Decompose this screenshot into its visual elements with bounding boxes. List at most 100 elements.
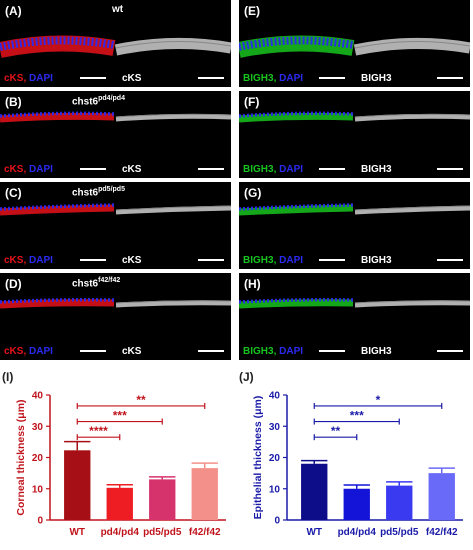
- significance-stars: ***: [113, 409, 127, 423]
- significance-bracket: [313, 402, 443, 409]
- scale-bar: [80, 77, 106, 79]
- x-tick-label: WT: [69, 527, 85, 538]
- panel-label: (H): [244, 277, 261, 291]
- y-tick-label: 30: [32, 422, 44, 433]
- gray-caption: cKS: [122, 73, 142, 84]
- stain-caption: cKS, DAPI: [4, 73, 53, 84]
- x-tick-label: f42/f42: [426, 527, 458, 538]
- y-tick-label: 0: [37, 516, 43, 527]
- error-bar: [428, 467, 455, 474]
- scale-bar: [437, 259, 463, 261]
- y-axis-label: Corneal thickness (μm): [15, 399, 27, 515]
- error-bar: [343, 484, 370, 489]
- panel-e: (E) BIGH3, DAPI BIGH3: [239, 0, 470, 87]
- panel-label: (D): [5, 277, 22, 291]
- stain-caption: cKS, DAPI: [4, 164, 53, 175]
- gray-caption: BIGH3: [361, 73, 392, 84]
- error-bar: [106, 483, 133, 488]
- bar-pd4/pd4: [343, 488, 370, 520]
- micrograph: [0, 298, 231, 309]
- panel-label: (B): [5, 95, 22, 109]
- x-tick-label: pd4/pd4: [338, 527, 377, 538]
- x-tick-label: pd5/pd5: [143, 527, 182, 538]
- stain-caption: BIGH3, DAPI: [243, 346, 304, 357]
- scale-bar: [80, 168, 106, 170]
- significance-stars: **: [136, 393, 146, 407]
- scale-bar: [319, 168, 345, 170]
- x-tick-label: pd5/pd5: [380, 527, 419, 538]
- chart-panel-label: (J): [239, 370, 254, 384]
- panel-c: (C) chst6pd5/pd5 cKS, DAPI cKS: [0, 182, 231, 269]
- gray-caption: cKS: [122, 164, 142, 175]
- gray-caption: cKS: [122, 346, 142, 357]
- bar-f42/f42: [191, 468, 218, 520]
- genotype-title: chst6pd4/pd4: [72, 95, 125, 108]
- stain-caption: BIGH3, DAPI: [243, 73, 304, 84]
- panel-label: (G): [244, 186, 262, 200]
- micrograph: [0, 35, 231, 58]
- scale-bar: [198, 77, 224, 79]
- panel-f: (F) BIGH3, DAPI BIGH3: [239, 91, 470, 178]
- gray-caption: BIGH3: [361, 164, 392, 175]
- x-tick-label: pd4/pd4: [101, 527, 140, 538]
- chart-corneal-thickness: (I) 0 10 20 30 40 Corneal thickness (μm) WT pd4/…: [2, 370, 226, 538]
- micrograph: [0, 203, 231, 216]
- stain-caption: cKS, DAPI: [4, 255, 53, 266]
- significance-bracket: [313, 418, 400, 425]
- error-bar: [64, 440, 91, 451]
- gray-caption: cKS: [122, 255, 142, 266]
- significance-stars: **: [331, 424, 341, 438]
- x-tick-label: f42/f42: [189, 527, 221, 538]
- panel-label: (A): [5, 4, 22, 18]
- error-bar: [191, 462, 218, 469]
- stain-caption: BIGH3, DAPI: [243, 255, 304, 266]
- genotype-title: chst6f42/f42: [72, 277, 121, 290]
- panel-b: (B) chst6pd4/pd4 cKS, DAPI cKS: [0, 91, 231, 178]
- y-tick-label: 10: [269, 484, 281, 495]
- bar-WT: [64, 450, 91, 520]
- bar-f42/f42: [428, 473, 455, 520]
- panel-label: (C): [5, 186, 22, 200]
- x-tick-label: WT: [306, 527, 322, 538]
- y-tick-label: 20: [269, 453, 281, 464]
- scale-bar: [437, 350, 463, 352]
- micrograph: [239, 203, 470, 216]
- scale-bar: [437, 168, 463, 170]
- significance-bracket: [313, 434, 358, 441]
- scale-bar: [80, 350, 106, 352]
- scale-bar: [437, 77, 463, 79]
- micrograph: [239, 35, 470, 58]
- chart-panel-label: (I): [2, 370, 13, 384]
- scale-bar: [198, 168, 224, 170]
- scale-bar: [80, 259, 106, 261]
- panel-d: (D) chst6f42/f42 cKS, DAPI cKS: [0, 273, 231, 360]
- y-axis-label: Epithelial thickness (μm): [252, 396, 264, 520]
- gray-caption: BIGH3: [361, 255, 392, 266]
- gray-caption: BIGH3: [361, 346, 392, 357]
- significance-bracket: [76, 434, 121, 441]
- chart-epithelial-thickness: (J) 0 10 20 30 40 Epithelial thickness (μm) WT p…: [239, 370, 463, 538]
- micrograph: [239, 111, 470, 123]
- error-bar: [386, 481, 413, 486]
- y-tick-label: 40: [269, 391, 281, 402]
- micrograph: [0, 111, 231, 123]
- stain-caption: BIGH3, DAPI: [243, 164, 304, 175]
- panel-label: (F): [244, 95, 260, 109]
- panel-h: (H) BIGH3, DAPI BIGH3: [239, 273, 470, 360]
- scale-bar: [319, 259, 345, 261]
- y-tick-label: 0: [274, 516, 280, 527]
- significance-stars: *: [376, 393, 381, 407]
- significance-stars: ****: [89, 424, 108, 438]
- stain-caption: cKS, DAPI: [4, 346, 53, 357]
- significance-stars: ***: [350, 409, 364, 423]
- scale-bar: [198, 259, 224, 261]
- error-bar: [301, 459, 328, 464]
- scale-bar: [319, 77, 345, 79]
- genotype-title: wt: [112, 4, 124, 15]
- bar-WT: [301, 463, 328, 520]
- panel-label: (E): [244, 4, 260, 18]
- significance-bracket: [76, 402, 206, 409]
- significance-bracket: [76, 418, 163, 425]
- panel-g: (G) BIGH3, DAPI BIGH3: [239, 182, 470, 269]
- y-tick-label: 20: [32, 453, 44, 464]
